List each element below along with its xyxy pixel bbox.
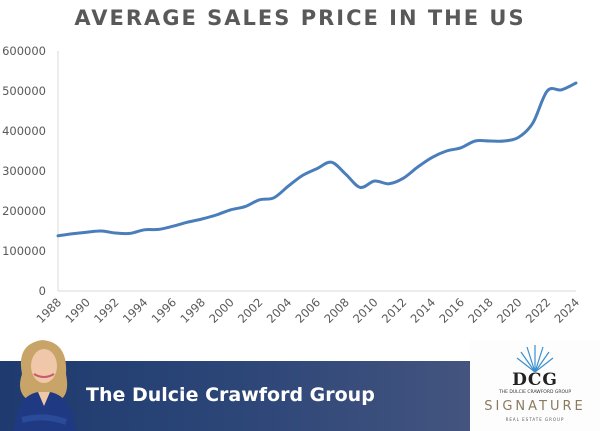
logo-tagline: REAL ESTATE GROUP	[505, 417, 565, 422]
line-chart: 0 100000 200000 300000 400000 500000 600000 19…	[2, 44, 583, 326]
x-tick-label: 2020	[494, 295, 525, 326]
y-tick-label: 100000	[2, 244, 46, 258]
y-tick-label: 600000	[2, 44, 46, 58]
logo-subtitle: THE DULCIE CRAWFORD GROUP	[498, 390, 572, 395]
x-tick-label: 1996	[149, 295, 180, 326]
x-tick-label: 2006	[293, 295, 324, 326]
x-tick-label: 2024	[552, 295, 583, 326]
footer-banner	[0, 361, 470, 431]
x-tick-label: 2004	[264, 295, 295, 326]
agent-photo	[14, 340, 76, 431]
x-tick-label: 1994	[120, 295, 151, 326]
x-tick-label: 2012	[379, 295, 410, 326]
logo-monogram: DCG	[512, 370, 558, 390]
x-tick-label: 1992	[91, 295, 122, 326]
series-line	[56, 81, 578, 238]
y-tick-label: 300000	[2, 164, 46, 178]
x-tick-label: 2000	[206, 295, 237, 326]
x-tick-label: 1988	[34, 295, 65, 326]
x-axis: 1988199019921994199619982000200220042006…	[34, 295, 583, 326]
x-tick-label: 2016	[436, 295, 467, 326]
x-tick-label: 1998	[177, 295, 208, 326]
x-tick-label: 2010	[350, 295, 381, 326]
y-axis: 0 100000 200000 300000 400000 500000 600000	[2, 44, 46, 298]
x-tick-label: 2018	[465, 295, 496, 326]
fan-logo-icon	[516, 345, 554, 372]
y-tick-label: 0	[39, 284, 46, 298]
y-tick-label: 500000	[2, 84, 46, 98]
group-name: The Dulcie Crawford Group	[86, 384, 375, 406]
y-tick-label: 400000	[2, 124, 46, 138]
x-tick-label: 2014	[408, 295, 439, 326]
logo-brand: SIGNATURE	[484, 399, 586, 414]
y-tick-label: 200000	[2, 204, 46, 218]
x-tick-label: 1990	[62, 295, 93, 326]
x-tick-label: 2022	[523, 295, 554, 326]
x-tick-label: 2008	[321, 295, 352, 326]
x-tick-label: 2002	[235, 295, 266, 326]
chart-title: AVERAGE SALES PRICE IN THE US	[74, 6, 526, 30]
company-logo: DCG THE DULCIE CRAWFORD GROUP SIGNATURE …	[470, 340, 600, 431]
